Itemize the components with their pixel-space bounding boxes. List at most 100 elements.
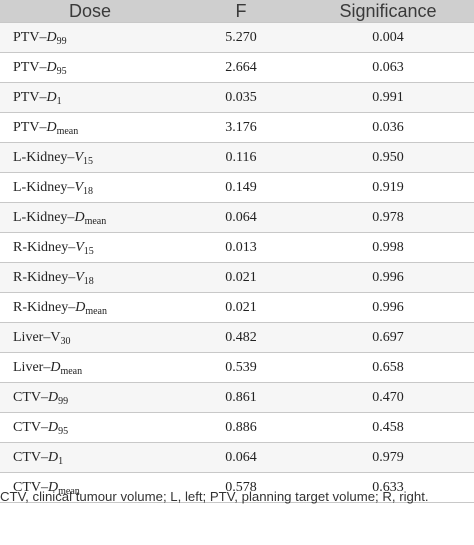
dose-subscript: 15 [83, 245, 94, 257]
dose-subscript: 15 [83, 155, 93, 167]
dose-cell: PTV–D1 [0, 82, 180, 113]
dose-cell: Liver–V30 [0, 322, 180, 353]
f-value-cell: 0.886 [180, 412, 302, 443]
dose-cell: R-Kidney–V18 [0, 262, 180, 293]
f-value-cell: 0.861 [180, 382, 302, 413]
table-row: CTV–D95 0.886 0.458 [0, 412, 474, 443]
dose-subscript: 18 [83, 185, 93, 197]
f-value-cell: 0.149 [180, 172, 302, 203]
table-row: CTV–Dmean 0.578 0.633 [0, 472, 474, 503]
f-value-cell: 0.035 [180, 82, 302, 113]
dose-variable: D [74, 209, 85, 225]
significance-cell: 0.998 [302, 232, 474, 263]
f-value-cell: 3.176 [180, 112, 302, 143]
table-row: PTV–D95 2.664 0.063 [0, 52, 474, 83]
dose-variable: D [48, 449, 59, 465]
dose-cell: CTV–D95 [0, 412, 180, 443]
dose-cell: L-Kidney–Dmean [0, 202, 180, 233]
dose-cell: CTV–D99 [0, 382, 180, 413]
dose-subscript: 99 [56, 35, 67, 47]
significance-cell: 0.978 [302, 202, 474, 233]
dose-cell: R-Kidney–Dmean [0, 292, 180, 323]
dose-prefix: L-Kidney– [13, 179, 75, 195]
f-value-cell: 0.578 [180, 472, 302, 503]
dose-variable: V [74, 179, 83, 195]
significance-cell: 0.036 [302, 112, 474, 143]
significance-cell: 0.996 [302, 262, 474, 293]
dose-variable: D [48, 419, 59, 435]
dose-cell: PTV–D95 [0, 52, 180, 83]
dose-subscript: 18 [83, 275, 94, 287]
dose-subscript: 1 [58, 455, 64, 467]
f-value-cell: 0.064 [180, 442, 302, 473]
significance-cell: 0.458 [302, 412, 474, 443]
dose-subscript: 95 [58, 425, 69, 437]
header-row: Dose F Significance [0, 0, 474, 23]
dose-variable: D [50, 359, 61, 375]
dose-variable: V [75, 269, 84, 285]
table-row: Liver–V30 0.482 0.697 [0, 322, 474, 353]
dose-variable: D [46, 89, 57, 105]
dose-cell: CTV–D1 [0, 442, 180, 473]
dose-prefix: CTV– [13, 479, 48, 495]
dose-variable: D [48, 479, 59, 495]
dose-cell: PTV–D99 [0, 22, 180, 53]
significance-cell: 0.991 [302, 82, 474, 113]
significance-cell: 0.658 [302, 352, 474, 383]
dose-subscript: 30 [60, 335, 71, 347]
f-value-cell: 0.482 [180, 322, 302, 353]
header-significance: Significance [302, 0, 474, 23]
dose-table: Dose F Significance PTV–D99 5.270 0.004 PTV… [0, 0, 474, 503]
dose-subscript: mean [60, 365, 83, 377]
dose-prefix: L-Kidney– [13, 209, 75, 225]
table-row: L-Kidney–V18 0.149 0.919 [0, 172, 474, 203]
dose-variable: V [74, 149, 83, 165]
significance-cell: 0.950 [302, 142, 474, 173]
significance-cell: 0.633 [302, 472, 474, 503]
dose-variable: D [48, 389, 59, 405]
significance-cell: 0.063 [302, 52, 474, 83]
header-dose: Dose [0, 0, 180, 23]
dose-prefix: R-Kidney– [13, 239, 76, 255]
dose-prefix: Liver– [13, 359, 51, 375]
f-value-cell: 0.021 [180, 292, 302, 323]
dose-subscript: 99 [58, 395, 69, 407]
dose-prefix: L-Kidney– [13, 149, 75, 165]
dose-prefix: CTV– [13, 449, 48, 465]
table-row: Liver–Dmean 0.539 0.658 [0, 352, 474, 383]
dose-variable: D [75, 299, 86, 315]
significance-cell: 0.919 [302, 172, 474, 203]
dose-subscript: mean [85, 305, 107, 317]
header-f: F [180, 0, 302, 23]
footnote: CTV, clinical tumour volume; L, left; PT… [0, 489, 429, 504]
dose-cell: R-Kidney–V15 [0, 232, 180, 263]
dose-prefix: PTV– [13, 29, 47, 45]
dose-variable: D [46, 119, 57, 135]
f-value-cell: 2.664 [180, 52, 302, 83]
table-row: R-Kidney–V18 0.021 0.996 [0, 262, 474, 293]
f-value-cell: 0.064 [180, 202, 302, 233]
dose-cell: L-Kidney–V15 [0, 142, 180, 173]
f-value-cell: 0.116 [180, 142, 302, 173]
table-row: CTV–D99 0.861 0.470 [0, 382, 474, 413]
dose-prefix: CTV– [13, 389, 48, 405]
dose-subscript: 95 [56, 65, 67, 77]
dose-prefix: R-Kidney– [13, 299, 76, 315]
table-row: PTV–Dmean 3.176 0.036 [0, 112, 474, 143]
significance-cell: 0.697 [302, 322, 474, 353]
f-value-cell: 0.013 [180, 232, 302, 263]
f-value-cell: 0.021 [180, 262, 302, 293]
dose-prefix: PTV– [13, 119, 47, 135]
table-row: L-Kidney–Dmean 0.064 0.978 [0, 202, 474, 233]
table-row: CTV–D1 0.064 0.979 [0, 442, 474, 473]
significance-cell: 0.996 [302, 292, 474, 323]
dose-variable: V [75, 239, 84, 255]
significance-cell: 0.004 [302, 22, 474, 53]
dose-prefix: PTV– [13, 59, 47, 75]
table-row: L-Kidney–V15 0.116 0.950 [0, 142, 474, 173]
table-row: PTV–D1 0.035 0.991 [0, 82, 474, 113]
table-row: R-Kidney–Dmean 0.021 0.996 [0, 292, 474, 323]
significance-cell: 0.470 [302, 382, 474, 413]
dose-variable: D [46, 29, 57, 45]
dose-cell: Liver–Dmean [0, 352, 180, 383]
